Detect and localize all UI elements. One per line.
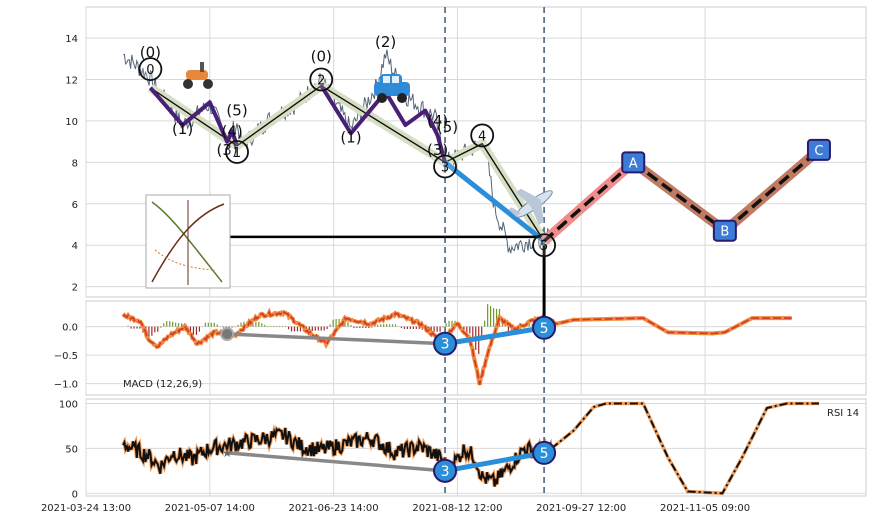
rsi-ytick-label: 0 [72,489,78,500]
wave-label-2: 2 [317,74,325,89]
macd-ytick-label: −1.0 [54,380,78,391]
subwave-label: (2) [375,33,396,51]
projection-label-box [806,138,831,161]
macd-gray-divergence-line [227,332,446,346]
projection-dashed-line [632,160,726,233]
scooter-icon [183,62,213,89]
macd-divergence-marker [532,315,557,340]
x-tick-label: 2021-08-12 12:00 [412,503,502,514]
subwave-label: (5) [226,102,247,120]
wave-label-circle [532,233,556,258]
projection-dashed-line [723,148,821,233]
macd-gray-marker [220,327,235,342]
projection-label-C: C [814,144,823,159]
x-tick-label: 2021-05-07 14:00 [165,503,255,514]
subwave-label: (1) [172,120,193,138]
wave-label-circle [433,154,457,179]
rsi-ytick-label: 50 [65,444,78,455]
car-window [383,76,390,83]
text-layer: 0(0)(1) (4)(5)(3)12(0)(1)(2)(4)(5)(3)345A… [138,33,831,483]
macd-divergence-label: 3 [441,337,450,353]
subwave-label: (0) [311,48,332,66]
x-tick-label: 2021-09-27 12:00 [536,503,626,514]
inset-curve-green [151,201,223,283]
rsi-ytick-label: 100 [59,399,78,410]
car-icon [374,74,410,103]
projection-dashed-line [542,161,635,243]
annotation-layer: ★ [145,7,823,496]
car-wheel [397,93,407,103]
price-divergence-line [443,160,546,244]
rsi-star-marker: ★ [222,446,233,460]
x-tick-label: 2021-03-24 13:00 [41,503,131,514]
wave-label-circle [225,140,249,164]
wave-label-5: 5 [540,239,548,254]
subwave-label: (4) [427,112,448,130]
airplane-wing [515,188,541,207]
rsi-projection-line [550,402,819,495]
macd-ytick-label: −0.5 [54,351,78,362]
scooter-wheel [203,79,213,89]
airplane-wing [530,199,544,225]
car-window [392,76,399,83]
rsi-gray-divergence-line [226,451,446,473]
macd-divergence-marker [433,331,458,356]
rsi-line [122,427,553,487]
macd-panel-title: MACD (12,26,9) [123,379,202,390]
price-ytick-label: 12 [65,76,78,87]
price-ytick-label: 6 [72,200,78,211]
scooter-wheel [183,79,193,89]
wave-label-0: 0 [146,63,154,78]
rsi-divergence-marker [433,458,458,483]
x-tick-label: 2021-11-05 09:00 [660,503,750,514]
inset-curve-dotted [154,249,216,271]
projection-label-B: B [720,225,729,240]
x-tick-label: 2021-06-23 14:00 [289,503,379,514]
scooter-body [186,70,208,80]
subwave-label: (4) [221,122,242,140]
rsi-divergence-marker [532,440,557,465]
subwave-label: (0) [140,44,161,62]
airplane-icon [508,188,553,225]
price-ytick-label: 10 [65,117,78,128]
price-ytick-label: 8 [72,158,78,169]
rsi-panel-title: RSI 14 [827,408,859,419]
rsi-divergence-label: 3 [441,464,450,480]
macd-ytick-label: 0.0 [62,323,78,334]
wave-label-3: 3 [441,161,449,176]
subwave-line [319,84,447,163]
airplane-tail [508,207,521,217]
price-ytick-label: 14 [65,34,78,45]
projection-label-box [621,151,646,174]
inset-curve-brown [151,203,225,283]
wave-label-circle [470,123,495,148]
subwave-label: (3) [427,141,448,159]
subwave-line [148,86,239,147]
wave-label-1: 1 [233,146,241,161]
price-ytick-label: 4 [72,241,78,252]
subwave-label: (1) [340,129,361,147]
price-ytick-label: 2 [72,283,78,294]
macd-blue-divergence-line [444,325,545,347]
scooter-handle [200,62,204,72]
subwave-label: (5) [437,118,458,136]
wave-label-circle [309,67,334,92]
macd-divergence-label: 5 [540,321,549,337]
car-wheel [377,93,387,103]
rsi-divergence-label: 5 [540,446,549,462]
wave-label-circle [138,57,163,82]
rsi-blue-divergence-line [444,450,545,474]
projection-label-A: A [629,156,638,171]
projection-label-box [712,219,737,242]
wave-label-4: 4 [478,129,486,144]
